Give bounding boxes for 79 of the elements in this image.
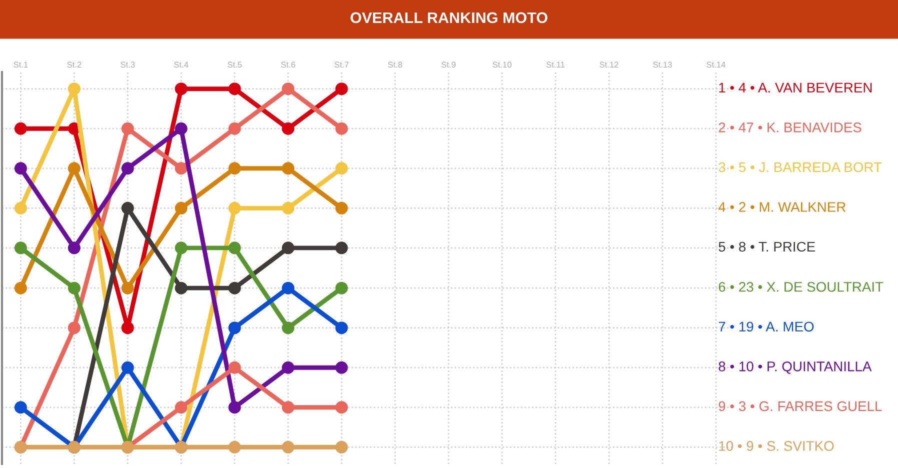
x-tick-label: St.2 [67,62,82,68]
point [14,282,27,294]
point [174,82,188,96]
text: 2 • 47 • K. BENAVIDES [718,122,862,132]
point [14,122,27,135]
point [282,82,294,96]
point [282,440,294,454]
x-tick-label: St.4 [174,62,188,68]
x-tick-label: St.13 [653,62,672,68]
point [14,162,27,175]
point [121,322,134,334]
x-tick-label: St.3 [120,62,135,68]
point [228,401,241,414]
point [121,282,134,294]
point [228,440,241,454]
x-tick-label: St.9 [442,62,456,68]
text: 10 • 9 • S. SVITKO [719,441,834,451]
point [174,122,188,135]
point [121,202,134,214]
x-tick-label: St.6 [281,62,296,68]
point [335,202,348,214]
point [68,282,80,294]
x-tick-label: St.10 [492,62,512,68]
point [335,401,348,414]
chart-title: OVERALL RANKING MOTO [350,12,548,24]
x-tick-label: St.7 [334,62,349,68]
point [335,361,348,374]
point [121,122,134,135]
point [335,162,348,175]
point [282,401,294,414]
point [68,162,80,175]
point [174,202,188,214]
point [335,322,348,334]
point [174,282,188,294]
x-tick-label: St.14 [706,62,726,68]
point [282,162,294,175]
point [121,162,134,175]
point [335,122,348,135]
point [335,440,348,454]
x-tick-label: St.8 [388,62,402,68]
point [282,202,294,214]
point [68,82,80,96]
text: 1 • 4 • A. VAN BEVEREN [719,82,872,92]
point [68,242,80,254]
point [282,322,294,334]
text: 6 • 23 • X. DE SOULTRAIT [718,282,884,292]
point [14,202,27,214]
point [174,162,188,175]
point [228,242,241,254]
text: 3 • 5 • J. BARREDA BORT [718,162,882,172]
x-tick-label: St.5 [228,62,242,68]
point [282,361,294,374]
x-tick-label: St.11 [546,62,565,68]
point [228,282,241,294]
point [174,401,188,414]
point [228,162,241,175]
point [282,242,294,254]
point [174,242,188,254]
point [121,361,134,374]
point [335,82,348,96]
point [68,322,80,334]
x-tick-label: St.12 [600,62,618,68]
point [14,242,27,254]
point [282,122,294,135]
point [335,242,348,254]
text: 7 • 19 • A. MEO [718,322,814,332]
point [282,282,294,294]
point [228,322,241,334]
point [228,82,241,96]
point [228,122,241,135]
text: 8 • 10 • P. QUINTANILLA [718,362,872,374]
point [335,282,348,294]
point [228,202,241,214]
text: 4 • 2 • M. WALKNER [718,202,846,212]
text: 9 • 3 • G. FARRES GUELL [718,401,882,412]
text: 5 • 8 • T. PRICE [718,242,815,252]
point [14,401,27,414]
x-tick-label: St.1 [14,62,28,68]
point [228,361,241,374]
